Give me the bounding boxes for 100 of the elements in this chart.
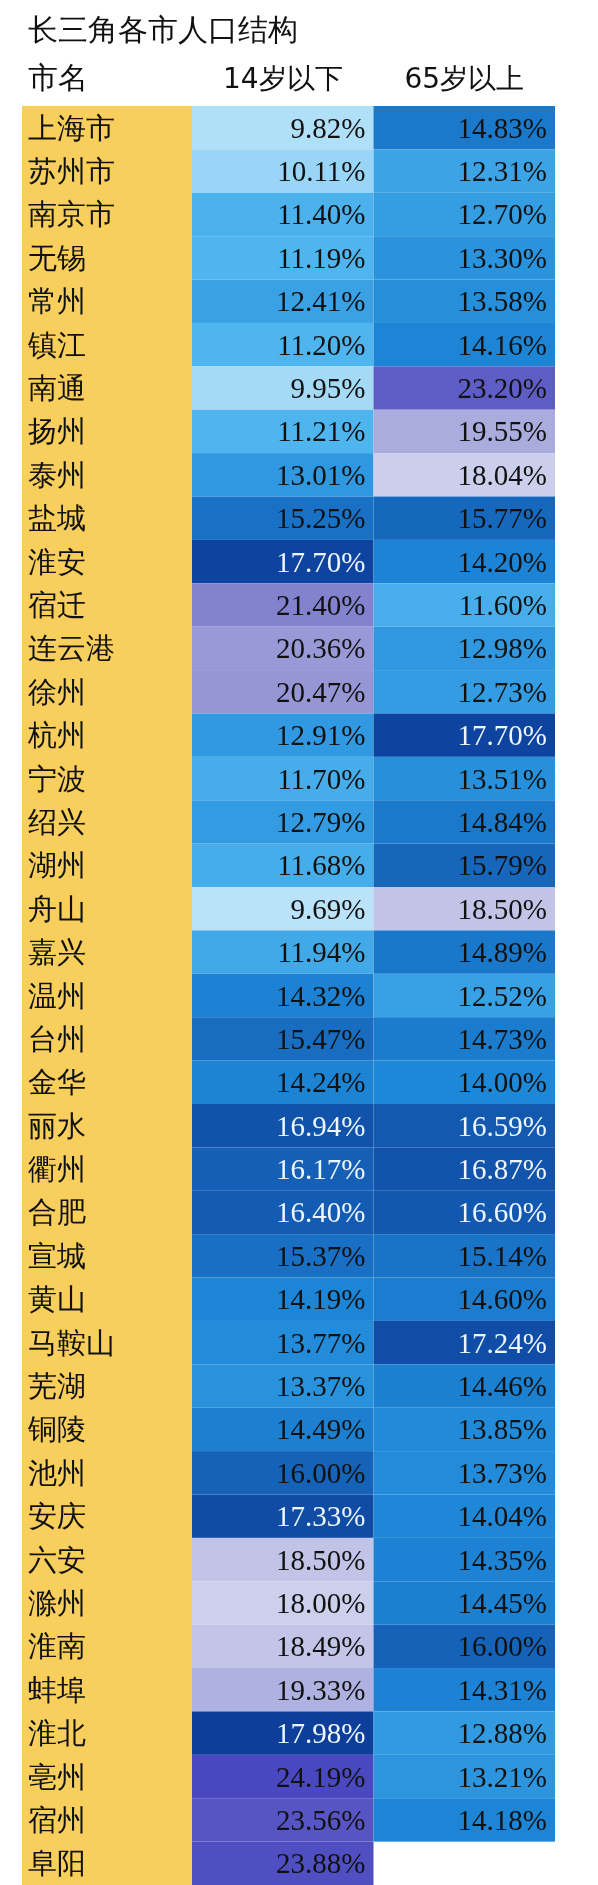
data-label: 16.60%	[457, 1196, 547, 1229]
data-label: 12.31%	[457, 155, 547, 188]
x-tick-label: 65岁以上	[404, 62, 525, 95]
data-label: 11.70%	[277, 762, 366, 795]
data-label: 12.70%	[457, 198, 547, 231]
data-label: 13.01%	[276, 458, 366, 491]
y-tick-label: 六安	[28, 1542, 86, 1577]
data-label: 19.33%	[276, 1673, 366, 1706]
data-label: 14.32%	[276, 979, 366, 1012]
data-label: 14.46%	[457, 1370, 547, 1403]
data-label: 14.16%	[457, 328, 547, 361]
y-tick-label: 滁州	[28, 1585, 86, 1620]
y-tick-label: 蚌埠	[28, 1672, 86, 1707]
data-label: 17.33%	[276, 1500, 366, 1533]
y-tick-label: 南通	[28, 371, 86, 406]
data-label: 13.85%	[457, 1413, 547, 1446]
y-tick-label: 马鞍山	[28, 1325, 115, 1360]
y-tick-label: 宁波	[28, 761, 86, 796]
y-tick-label: 铜陵	[27, 1412, 86, 1447]
x-tick-label: 14岁以下	[222, 62, 343, 95]
data-label: 17.70%	[457, 719, 547, 752]
data-label: 23.56%	[276, 1803, 366, 1836]
data-label: 16.94%	[276, 1109, 366, 1142]
y-tick-label: 金华	[28, 1065, 86, 1100]
data-label: 16.59%	[457, 1109, 547, 1142]
data-label: 16.00%	[457, 1630, 547, 1663]
y-tick-label: 芜湖	[28, 1369, 86, 1404]
data-label: 14.04%	[457, 1500, 547, 1533]
data-label: 9.82%	[290, 111, 366, 144]
data-label: 11.40%	[277, 198, 366, 231]
data-label: 14.20%	[457, 545, 547, 578]
data-label: 14.45%	[457, 1586, 547, 1619]
data-label: 20.47%	[276, 675, 366, 708]
data-label: 13.21%	[457, 1760, 547, 1793]
data-label: 11.20%	[277, 328, 366, 361]
data-label: 9.95%	[290, 372, 366, 405]
data-label: 14.83%	[457, 111, 547, 144]
y-tick-label: 杭州	[27, 718, 86, 753]
data-label: 17.24%	[457, 1326, 547, 1359]
data-label: 13.37%	[276, 1370, 366, 1403]
data-label: 23.20%	[457, 372, 547, 405]
data-label: 15.25%	[276, 502, 366, 535]
data-label: 18.50%	[457, 892, 547, 925]
y-tick-label: 温州	[28, 978, 86, 1013]
y-tick-label: 连云港	[28, 631, 115, 666]
data-label: 16.00%	[276, 1456, 366, 1489]
y-tick-label: 常州	[28, 284, 86, 319]
data-label: 14.18%	[457, 1803, 547, 1836]
data-label: 14.73%	[457, 1022, 547, 1055]
data-label: 11.94%	[277, 936, 366, 969]
data-label: 11.68%	[277, 849, 366, 882]
data-label: 13.73%	[457, 1456, 547, 1489]
data-label: 16.40%	[276, 1196, 366, 1229]
y-tick-label: 舟山	[28, 891, 86, 926]
data-label: 21.40%	[276, 588, 366, 621]
y-tick-label: 泰州	[28, 457, 86, 492]
data-label: 18.04%	[457, 458, 547, 491]
data-label: 20.36%	[276, 632, 366, 665]
data-label: 11.60%	[458, 588, 547, 621]
data-label: 18.00%	[276, 1586, 366, 1619]
data-label: 12.98%	[457, 632, 547, 665]
data-label: 14.89%	[457, 936, 547, 969]
y-tick-label: 宿迁	[28, 587, 86, 622]
y-tick-label: 无锡	[28, 240, 86, 275]
data-label: 14.84%	[457, 805, 547, 838]
data-label: 15.37%	[276, 1239, 366, 1272]
data-label: 16.17%	[276, 1153, 366, 1186]
data-label: 12.52%	[457, 979, 547, 1012]
y-tick-label: 池州	[28, 1455, 86, 1490]
y-tick-label: 湖州	[28, 848, 86, 883]
data-label: 12.41%	[276, 285, 366, 318]
data-label: 11.21%	[277, 415, 366, 448]
y-tick-label: 宣城	[28, 1238, 86, 1273]
data-label: 19.55%	[457, 415, 547, 448]
data-label: 12.91%	[276, 719, 366, 752]
y-tick-label: 台州	[28, 1021, 86, 1056]
y-tick-label: 淮安	[28, 544, 86, 579]
data-label: 15.47%	[276, 1022, 366, 1055]
data-label: 13.77%	[276, 1326, 366, 1359]
data-label: 13.30%	[457, 241, 547, 274]
y-tick-label: 黄山	[28, 1282, 86, 1317]
data-label: 13.51%	[457, 762, 547, 795]
data-label: 15.77%	[457, 502, 547, 535]
y-tick-label: 镇江	[27, 327, 86, 362]
data-label: 14.49%	[276, 1413, 366, 1446]
data-label: 23.88%	[276, 1847, 366, 1880]
data-label: 24.19%	[276, 1760, 366, 1793]
data-label: 12.88%	[457, 1717, 547, 1750]
data-label: 14.00%	[457, 1066, 547, 1099]
y-tick-label: 阜阳	[28, 1846, 86, 1881]
y-tick-label: 宿州	[28, 1802, 86, 1837]
data-label: 10.11%	[277, 155, 366, 188]
data-label: 17.70%	[276, 545, 366, 578]
y-tick-label: 亳州	[28, 1759, 86, 1794]
y-tick-label: 衢州	[28, 1152, 86, 1187]
y-tick-label: 扬州	[28, 414, 86, 449]
y-tick-label: 南京市	[28, 197, 115, 232]
y-tick-label: 盐城	[28, 501, 86, 536]
data-label: 17.98%	[276, 1717, 366, 1750]
data-label: 14.19%	[276, 1283, 366, 1316]
